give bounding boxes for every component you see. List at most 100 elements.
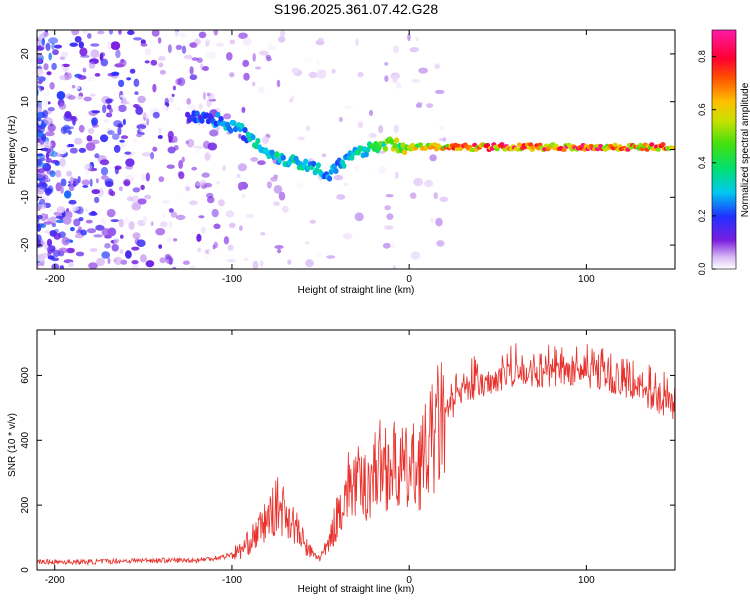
ridge-point [215,111,221,118]
noise-blob [88,262,98,269]
noise-blob [172,266,177,269]
noise-blob [250,157,259,162]
noise-blob [321,153,327,158]
noise-blob [170,211,178,218]
noise-blob [166,164,175,169]
ridge-point [274,151,280,158]
noise-blob [384,75,389,82]
noise-blob [67,95,76,100]
noise-blob [55,215,64,219]
noise-blob [413,177,423,187]
y-tick-label: -20 [20,237,31,252]
noise-blob [211,208,219,218]
noise-blob [369,109,373,116]
noise-blob [288,98,294,103]
noise-blob [58,247,68,254]
noise-blob [175,214,186,221]
noise-blob [396,82,402,89]
noise-blob [47,123,56,132]
x-tick-label: 0 [406,274,412,285]
noise-blob [252,260,259,269]
noise-blob [115,49,121,59]
noise-blob [252,53,256,62]
ridge-point [516,142,523,147]
noise-blob [82,30,88,35]
x-tick-label: 100 [578,575,595,586]
noise-blob [258,50,269,56]
noise-blob [434,89,445,94]
noise-blob [78,41,85,49]
noise-blob [141,152,152,157]
noise-blob [198,31,207,39]
noise-blob [37,58,43,64]
noise-blob [393,124,399,134]
noise-blob [442,137,447,142]
noise-blob [37,107,42,113]
noise-blob [373,168,380,177]
noise-blob [85,142,96,151]
x-tick-label: -200 [45,274,65,285]
noise-blob [423,179,434,188]
noise-blob [44,131,55,137]
noise-blob [82,184,89,188]
noise-blob [67,130,72,135]
y-tick-label: -10 [20,190,31,205]
noise-blob [309,219,316,224]
noise-blob [85,219,93,224]
ridge-point [349,154,355,161]
noise-blob [409,47,420,53]
noise-blob [430,217,434,224]
noise-blob [198,103,203,110]
snr-panel: -200 -100 0 100 0 200 400 600 Height of straigh… [7,329,676,595]
noise-blob [223,236,230,245]
noise-blob [42,109,49,119]
ridge-point [311,160,317,167]
noise-blob [110,219,120,223]
noise-blob [238,32,248,39]
noise-blob [48,208,54,213]
y-tick-label: 600 [20,367,31,384]
noise-blob [354,212,364,222]
noise-blob [241,193,246,199]
noise-blob [182,260,190,265]
noise-blob [126,196,133,202]
noise-blob [124,217,129,224]
y-tick-label: 0 [20,146,31,152]
ridge-point [194,110,200,117]
noise-blob [277,36,286,43]
noise-blob [75,251,85,257]
noise-blob [227,244,234,251]
noise-blob [109,30,113,35]
noise-blob [43,221,53,225]
noise-blob [68,261,74,268]
noise-blob [168,220,172,229]
noise-blob [178,171,185,180]
noise-blob [426,103,434,108]
noise-blob [60,186,64,194]
noise-blob [198,215,205,219]
noise-blob [172,136,178,143]
noise-blob [277,248,282,254]
noise-blob [84,208,89,212]
noise-blob [317,37,324,41]
noise-blob [189,42,197,48]
noise-blob [164,97,169,106]
noise-blob [37,154,46,159]
noise-blob [158,176,165,183]
noise-blob [194,147,201,154]
noise-blob [62,65,69,73]
colorbar-label: Normalized spectral amplitude [740,82,750,217]
noise-blob [110,41,121,50]
ridge-point [382,145,388,152]
noise-blob [158,244,163,249]
noise-blob [70,176,74,185]
noise-blob [131,260,139,265]
noise-blob [66,247,75,254]
noise-blob [94,73,101,77]
noise-blob [140,254,147,263]
noise-blob [111,71,120,77]
noise-blob [106,208,116,218]
noise-blob [96,172,102,180]
noise-blob [69,42,78,47]
